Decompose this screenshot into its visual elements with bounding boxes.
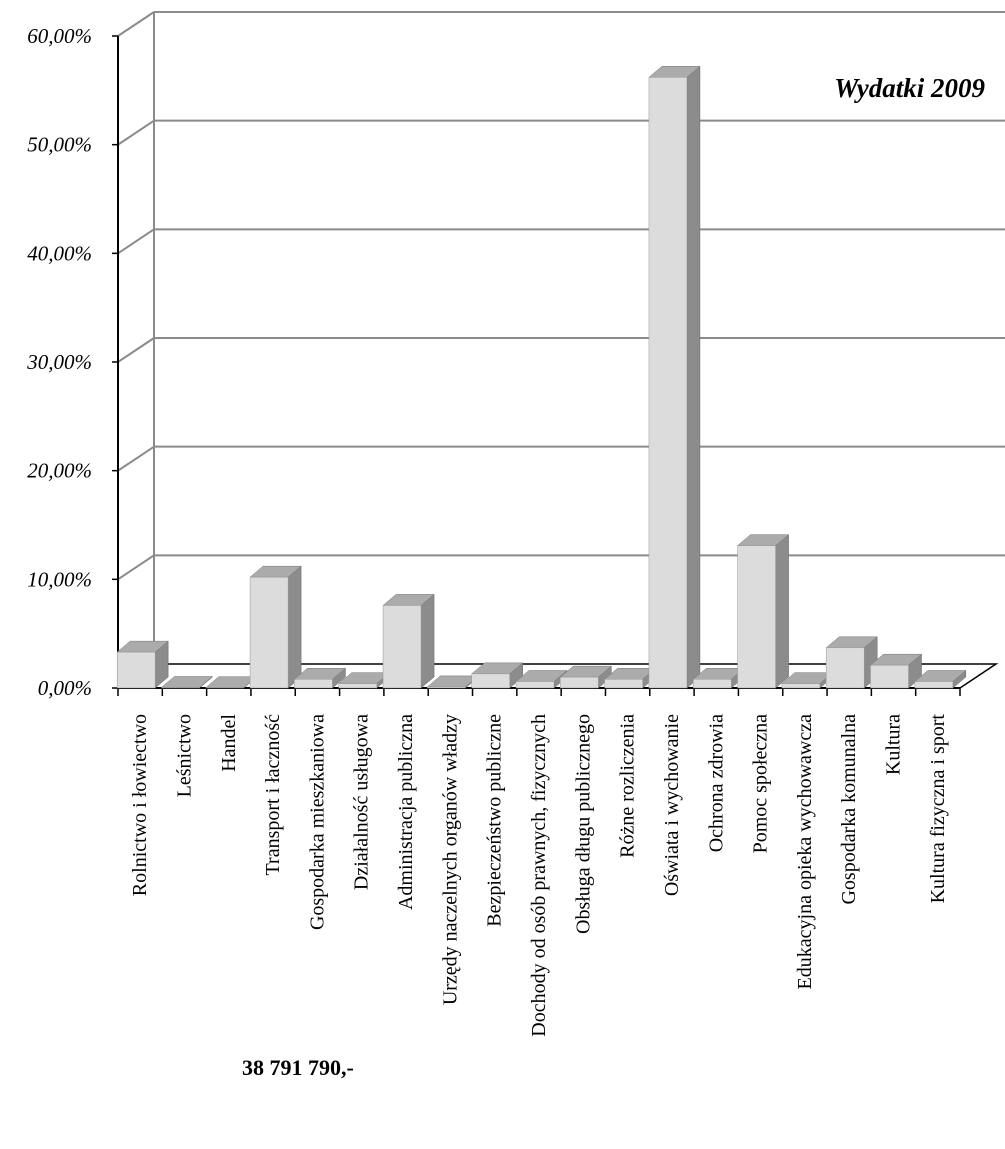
bar: [472, 663, 523, 688]
bar: [516, 670, 567, 688]
x-tick-label: Leśnictwo: [173, 714, 195, 797]
total-amount-label: 38 791 790,-: [242, 1055, 354, 1080]
bar-front: [516, 681, 554, 688]
bar-front: [649, 77, 687, 688]
bar-front: [693, 679, 731, 688]
x-tick-label: Edukacyjna opieka wychowawcza: [794, 714, 816, 990]
x-tick-label: Oświata i wychowanie: [661, 714, 683, 896]
bar-top: [427, 676, 478, 687]
y-tick-label: 60,00%: [27, 24, 92, 48]
bar: [738, 535, 789, 688]
axes: [112, 36, 996, 696]
bar-top: [161, 676, 212, 687]
bar-front: [782, 684, 820, 688]
bar-front: [294, 679, 332, 688]
bar: [339, 673, 390, 688]
bar-front: [472, 674, 510, 688]
y-tick-label: 20,00%: [27, 459, 92, 483]
bar-front: [383, 605, 421, 688]
x-tick-label: Dochody od osób prawnych, fizycznych: [528, 714, 550, 1037]
bar: [649, 66, 700, 688]
bar: [206, 677, 257, 688]
chart-title: Wydatki 2009: [834, 73, 985, 103]
x-tick-label: Administracja publiczna: [395, 714, 417, 910]
bar: [871, 654, 922, 688]
bar-front: [117, 652, 155, 688]
bar: [383, 594, 434, 688]
x-tick-label: Rolnictwo i łowiectwo: [129, 714, 151, 896]
bar: [826, 637, 877, 688]
bar-side: [421, 594, 434, 688]
gridline-diagonal: [118, 121, 154, 145]
x-tick-label: Transport i łaczność: [262, 714, 284, 876]
bar: [560, 666, 611, 688]
bar: [427, 676, 478, 688]
bar: [693, 668, 744, 688]
gridline-diagonal: [118, 447, 154, 471]
bar-front: [915, 681, 953, 688]
x-tick-label: Bezpieczeństwo publiczne: [484, 714, 506, 927]
bar: [605, 668, 656, 688]
x-tick-label: Gospodarka komunalna: [838, 714, 860, 905]
bar-front: [826, 648, 864, 688]
gridline-diagonal: [118, 338, 154, 362]
x-tick-label: Obsługa długu publicznego: [572, 714, 594, 934]
gridline-diagonal: [118, 229, 154, 253]
bar: [250, 566, 301, 688]
y-tick-label: 50,00%: [27, 133, 92, 157]
bar: [294, 668, 345, 688]
x-tick-label: Działalność usługowa: [351, 714, 373, 890]
bar-front: [161, 687, 199, 688]
gridline-diagonal: [118, 12, 154, 36]
bar-front: [560, 677, 598, 688]
x-tick-label: Urzędy naczelnych organów władzy: [439, 714, 461, 1005]
y-tick-label: 0,00%: [38, 676, 92, 700]
bar-front: [738, 546, 776, 688]
gridline-diagonal: [118, 555, 154, 579]
x-tick-label: Różne rozliczenia: [617, 714, 639, 858]
x-tick-label: Pomoc społeczna: [750, 714, 772, 854]
bar-top: [206, 677, 257, 688]
bar-side: [776, 535, 789, 688]
x-tick-label: Handel: [218, 714, 240, 772]
y-tick-label: 30,00%: [26, 350, 92, 374]
x-tick-label: Kultura fizyczna i sport: [927, 714, 949, 904]
x-tick-label: Kultura: [883, 714, 905, 775]
bar: [915, 670, 966, 688]
bar: [117, 641, 168, 688]
y-tick-label: 40,00%: [27, 241, 92, 265]
bars: [117, 66, 966, 688]
bar-side: [687, 66, 700, 688]
y-tick-label: 10,00%: [27, 567, 92, 591]
bar-front: [339, 684, 377, 688]
x-tick-label: Gospodarka mieszkaniowa: [306, 714, 328, 930]
x-tick-label: Ochrona zdrowia: [705, 714, 727, 852]
bar-side: [288, 566, 301, 688]
gridlines: [118, 12, 1005, 664]
bar: [161, 676, 212, 688]
bar: [782, 673, 833, 688]
tick-labels: 0,00% 10,00% 20,00% 30,00% 40,00% 50,00% 60,00…: [26, 24, 949, 1037]
bar-front: [871, 665, 909, 688]
bar-front: [250, 577, 288, 688]
bar-front: [427, 687, 465, 688]
bar-front: [605, 679, 643, 688]
